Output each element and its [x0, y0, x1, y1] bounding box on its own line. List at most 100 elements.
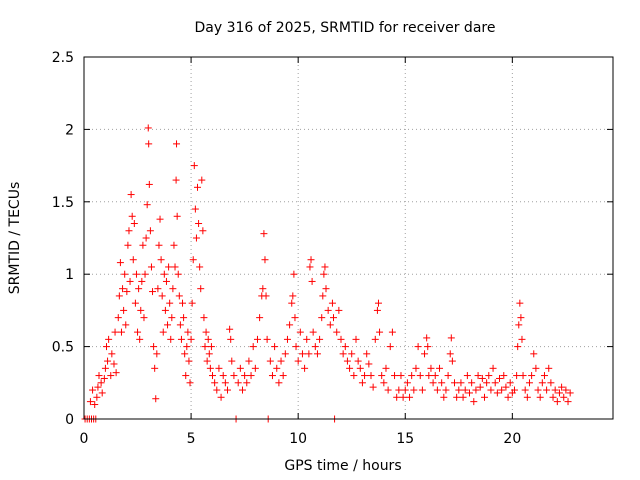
grid-lines — [84, 57, 613, 419]
data-point — [543, 386, 551, 394]
data-point — [159, 328, 167, 336]
y-tick-label: 1 — [65, 267, 74, 283]
data-point — [205, 350, 213, 358]
data-point — [129, 256, 137, 264]
data-point — [352, 335, 360, 343]
data-point — [451, 379, 459, 387]
data-point — [433, 386, 441, 394]
data-point — [322, 285, 330, 293]
data-point — [380, 379, 388, 387]
data-point — [504, 393, 512, 401]
data-point — [203, 357, 211, 365]
data-point — [108, 350, 116, 358]
data-point — [228, 357, 236, 365]
data-point — [157, 256, 165, 264]
y-tick-label: 1.5 — [52, 195, 74, 211]
x-tick-label: 5 — [187, 431, 196, 447]
data-point — [307, 256, 315, 264]
data-point — [273, 364, 281, 372]
data-point — [198, 176, 206, 184]
data-point — [143, 201, 151, 209]
data-point — [391, 372, 399, 380]
data-point — [192, 234, 200, 242]
data-point — [301, 364, 309, 372]
data-point — [111, 328, 119, 336]
data-point — [309, 328, 317, 336]
data-point — [166, 299, 174, 307]
data-point — [169, 285, 177, 293]
data-point — [316, 335, 324, 343]
data-point — [179, 299, 187, 307]
data-point — [227, 335, 235, 343]
data-point — [549, 393, 557, 401]
data-point — [339, 350, 347, 358]
data-point — [191, 205, 199, 213]
data-point — [348, 350, 356, 358]
data-point — [495, 374, 503, 382]
data-point — [263, 335, 271, 343]
data-point — [283, 335, 291, 343]
y-tick-label: 2 — [65, 122, 74, 138]
data-point — [429, 379, 437, 387]
data-point — [171, 263, 179, 271]
data-point — [128, 212, 136, 220]
data-point — [373, 306, 381, 314]
data-point — [277, 357, 285, 365]
data-point — [296, 328, 304, 336]
data-point — [200, 314, 208, 322]
data-point — [247, 372, 255, 380]
data-point — [551, 386, 559, 394]
data-point — [142, 234, 150, 242]
data-point — [547, 379, 555, 387]
data-point — [114, 314, 122, 322]
data-point — [532, 364, 540, 372]
data-point — [201, 343, 209, 351]
data-point — [260, 230, 268, 238]
data-point — [453, 393, 461, 401]
data-point — [457, 379, 465, 387]
data-point — [538, 379, 546, 387]
data-point — [124, 241, 132, 249]
data-point — [382, 364, 390, 372]
data-point — [104, 357, 112, 365]
data-point — [186, 379, 194, 387]
data-point — [447, 334, 455, 342]
data-point — [196, 263, 204, 271]
data-point — [197, 285, 205, 293]
data-point — [140, 314, 148, 322]
data-point — [536, 393, 544, 401]
data-point — [268, 372, 276, 380]
data-point — [187, 335, 195, 343]
data-point — [206, 364, 214, 372]
data-point — [498, 386, 506, 394]
data-point — [204, 335, 212, 343]
data-point — [165, 263, 173, 271]
data-point — [510, 386, 518, 394]
data-point — [147, 263, 155, 271]
data-point — [121, 270, 129, 278]
data-point — [127, 191, 135, 199]
data-point — [144, 124, 152, 132]
data-point — [226, 325, 234, 333]
data-point — [136, 335, 144, 343]
data-point — [126, 277, 134, 285]
data-point — [219, 372, 227, 380]
data-point — [262, 292, 270, 300]
data-point — [122, 321, 130, 329]
data-point — [444, 372, 452, 380]
data-point — [279, 372, 287, 380]
data-point — [485, 372, 493, 380]
data-point — [500, 372, 508, 380]
data-point — [160, 270, 168, 278]
data-point — [446, 350, 454, 358]
data-point — [515, 321, 523, 329]
data-point — [476, 383, 484, 391]
data-point — [182, 372, 190, 380]
data-point — [566, 389, 574, 397]
data-point — [423, 334, 431, 342]
data-point — [161, 306, 169, 314]
data-point — [175, 292, 183, 300]
data-point — [149, 288, 157, 296]
data-point — [421, 350, 429, 358]
x-tick-labels: 0 5 10 15 20 — [80, 431, 522, 447]
